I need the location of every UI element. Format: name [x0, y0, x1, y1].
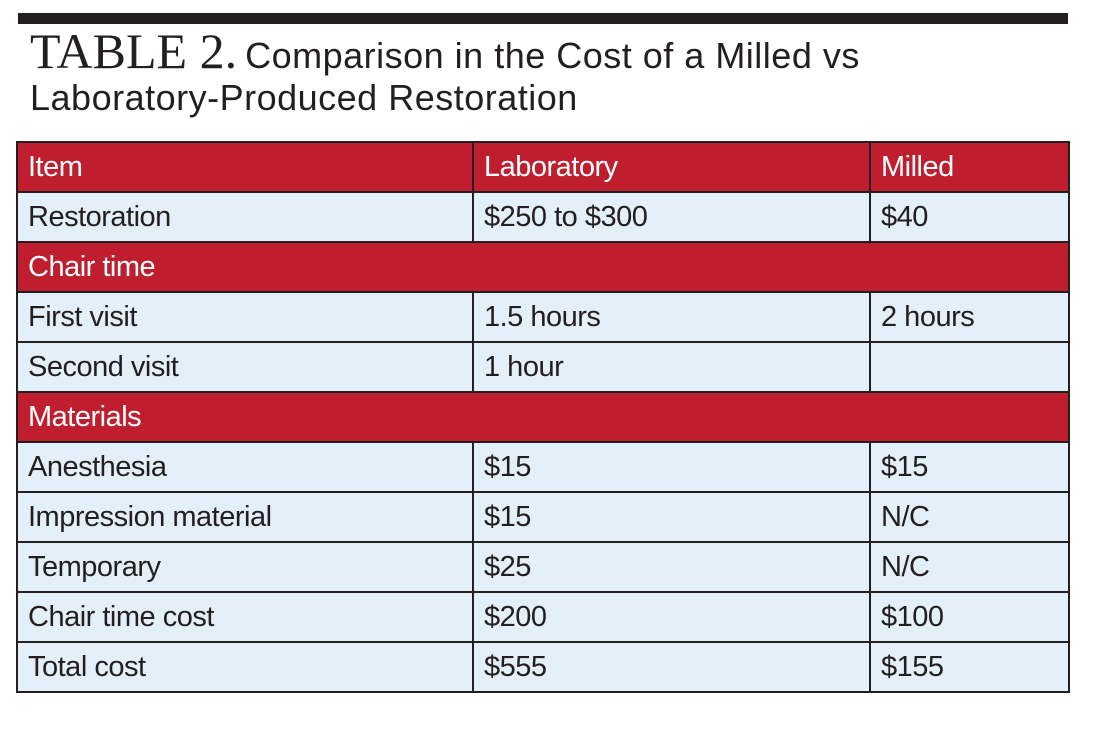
laboratory-cell: $200 [472, 591, 871, 643]
milled-cell [869, 341, 1070, 393]
item-cell: Temporary [16, 541, 474, 593]
item-cell: Restoration [16, 191, 474, 243]
section-row-chair-time: Chair time [16, 241, 1070, 293]
section-label: Materials [16, 391, 1070, 443]
laboratory-cell: $15 [472, 441, 871, 493]
title-text-line1: Comparison in the Cost of a Milled vs [245, 35, 860, 76]
item-cell: Impression material [16, 491, 474, 543]
item-cell: First visit [16, 291, 474, 343]
header-milled: Milled [869, 141, 1070, 193]
item-cell: Chair time cost [16, 591, 474, 643]
top-rule [18, 13, 1068, 24]
milled-cell: $100 [869, 591, 1070, 643]
header-item: Item [16, 141, 474, 193]
laboratory-cell: $250 to $300 [472, 191, 871, 243]
table-row: Total cost $555 $155 [16, 641, 1070, 693]
laboratory-cell: $15 [472, 491, 871, 543]
milled-cell: $40 [869, 191, 1070, 243]
table-row: Impression material $15 N/C [16, 491, 1070, 543]
table-header-row: Item Laboratory Milled [16, 141, 1070, 193]
cost-comparison-table: Item Laboratory Milled Restoration $250 … [16, 141, 1070, 693]
table-row: Chair time cost $200 $100 [16, 591, 1070, 643]
laboratory-cell: 1.5 hours [472, 291, 871, 343]
laboratory-cell: $555 [472, 641, 871, 693]
section-row-materials: Materials [16, 391, 1070, 443]
table-row: First visit 1.5 hours 2 hours [16, 291, 1070, 343]
milled-cell: 2 hours [869, 291, 1070, 343]
item-cell: Anesthesia [16, 441, 474, 493]
item-cell: Total cost [16, 641, 474, 693]
table-row: Restoration $250 to $300 $40 [16, 191, 1070, 243]
laboratory-cell: 1 hour [472, 341, 871, 393]
section-label: Chair time [16, 241, 1070, 293]
laboratory-cell: $25 [472, 541, 871, 593]
table-row: Second visit 1 hour [16, 341, 1070, 393]
milled-cell: $155 [869, 641, 1070, 693]
milled-cell: $15 [869, 441, 1070, 493]
header-laboratory: Laboratory [472, 141, 871, 193]
milled-cell: N/C [869, 541, 1070, 593]
title-text-line2: Laboratory-Produced Restoration [30, 77, 578, 118]
milled-cell: N/C [869, 491, 1070, 543]
item-cell: Second visit [16, 341, 474, 393]
table-row: Anesthesia $15 $15 [16, 441, 1070, 493]
table-number-label: TABLE 2. [30, 23, 238, 79]
table-title: TABLE 2. Comparison in the Cost of a Mill… [30, 26, 1070, 119]
table-row: Temporary $25 N/C [16, 541, 1070, 593]
